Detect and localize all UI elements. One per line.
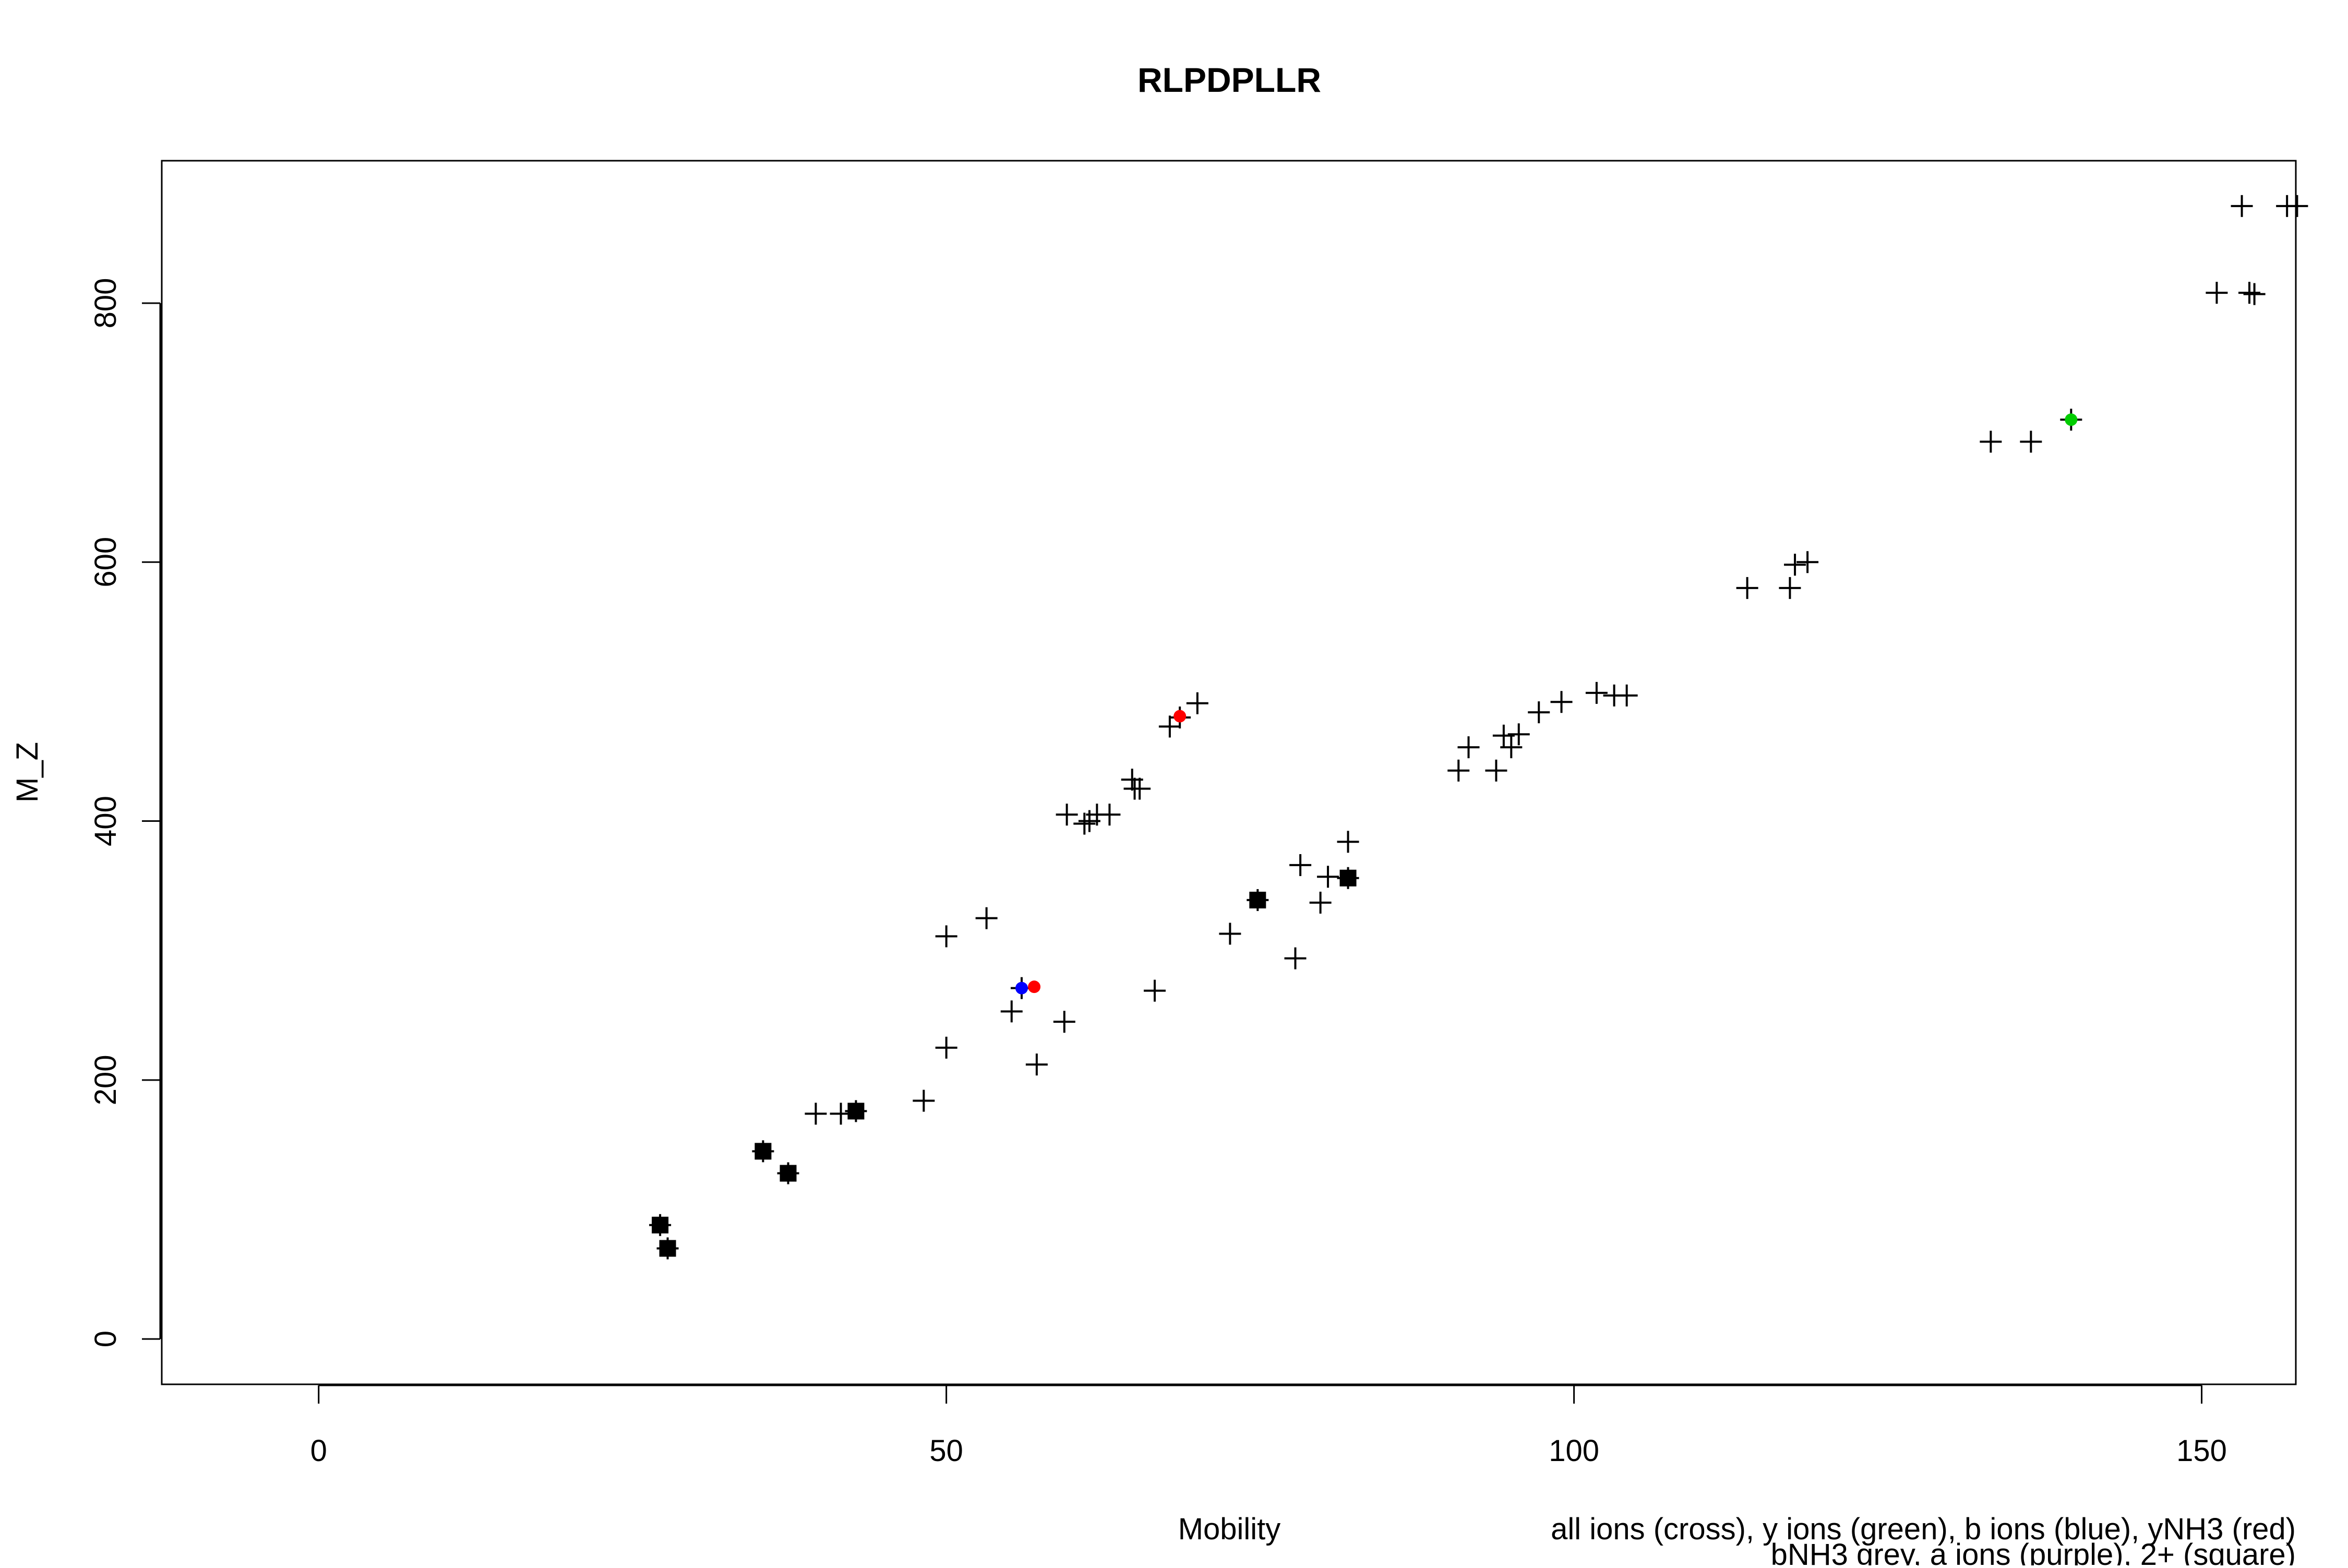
cross-point [1056,804,1078,826]
cross-point [913,1090,935,1112]
square-point [780,1165,797,1182]
square-point [652,1216,669,1234]
cross-point [1144,979,1166,1002]
x-tick-label: 50 [929,1434,963,1468]
cross-point [1784,554,1806,576]
x-axis: 0 50 100 150 [310,1384,2227,1468]
cross-point [1796,551,1819,573]
x-tick-label: 100 [1549,1434,1599,1468]
cross-point [1337,831,1359,853]
plot-frame [161,160,2297,1385]
cross-point [1615,684,1638,707]
cross-point [1457,736,1480,759]
legend-line-2: bNH3 grey, a ions (purple), 2+ (square) [1771,1538,2296,1565]
cross-point [1507,723,1530,746]
square-point [659,1240,676,1257]
y-axis-label: M_Z [10,742,44,803]
cross-point [1309,891,1332,914]
cross-point [1289,854,1312,876]
square-point [1339,869,1357,887]
square-point [1249,891,1266,908]
cross-point [2020,430,2042,453]
cross-point [935,1036,957,1059]
cross-point [2238,282,2260,304]
colored-point [1173,710,1187,723]
y-axis: 0 200 400 600 800 [89,278,161,1347]
cross-point [1053,1011,1075,1033]
cross-point [1073,812,1096,835]
square-point [754,1143,772,1160]
colored-point [1015,982,1028,995]
y-tick-label: 200 [89,1055,123,1105]
cross-point [1158,715,1181,738]
square-point [847,1103,865,1120]
cross-point [1585,681,1608,704]
cross-point [2243,283,2266,305]
data-points [649,195,2308,1260]
cross-point [1284,947,1307,969]
cross-point [1550,691,1573,713]
x-tick-label: 0 [310,1434,327,1468]
x-axis-label: Mobility [1178,1512,1281,1546]
cross-point [1492,724,1515,747]
cross-point [1779,577,1801,599]
y-tick-label: 600 [89,537,123,588]
cross-point [1447,759,1470,782]
legend-line-1: all ions (cross), y ions (green), b ions… [1551,1512,2296,1546]
cross-point [1098,804,1121,826]
cross-point [2231,195,2253,217]
cross-point [805,1103,827,1125]
colored-point [1028,980,1041,994]
cross-point [1736,577,1758,599]
cross-point [1219,923,1241,945]
cross-point [2286,195,2308,217]
y-tick-label: 400 [89,796,123,846]
chart-title: RLPDPLLR [1137,61,1321,99]
cross-point [975,907,998,929]
cross-point [1528,701,1550,724]
cross-point [2206,282,2228,304]
y-tick-label: 800 [89,278,123,329]
cross-point [1000,1000,1023,1023]
y-tick-label: 0 [89,1331,123,1347]
x-tick-label: 150 [2176,1434,2227,1468]
cross-point [1500,736,1523,759]
cross-point [1025,1054,1048,1076]
cross-point [1186,692,1208,714]
colored-point [2065,413,2078,426]
cross-point [1317,866,1339,888]
cross-point [1485,759,1507,782]
cross-point [1980,430,2002,453]
cross-point [935,925,957,948]
cross-point [1129,777,1151,800]
